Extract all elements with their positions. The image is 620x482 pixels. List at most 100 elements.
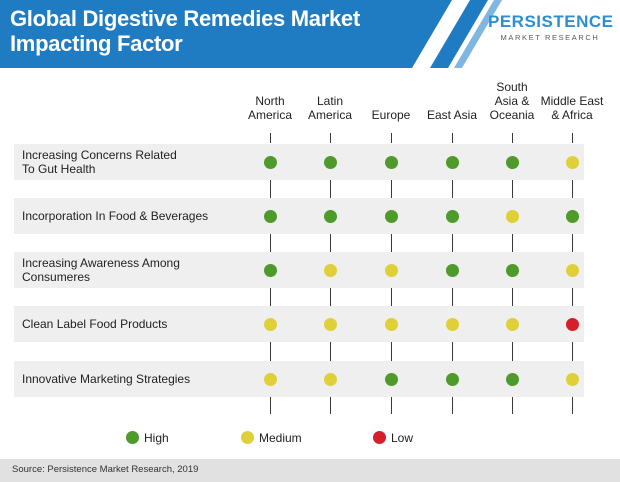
impact-dot-medium [264,373,277,386]
column-connector-line [330,180,331,198]
impact-dot-medium [324,264,337,277]
row-label-line: To Gut Health [22,162,96,176]
column-connector-line [572,180,573,198]
impact-dot-high [324,156,337,169]
column-connector-line [391,342,392,361]
column-connector-line [512,288,513,306]
impact-dot-medium [385,264,398,277]
column-header: South Asia & Oceania [477,80,547,122]
impact-dot-medium [566,156,579,169]
row-label-line: Clean Label Food Products [22,317,168,331]
impact-dot-high [385,156,398,169]
column-header-line: Middle East [540,94,604,108]
impact-dot-medium [324,318,337,331]
column-header-line: America [307,108,352,122]
legend-dot [126,431,139,444]
column-connector-line [572,397,573,414]
legend-label: Medium [259,431,302,445]
header-background [0,0,502,68]
column-connector-line [512,234,513,252]
column-header-line: Asia & [494,94,530,108]
column-header-line: East Asia [426,108,478,122]
source-footer: Source: Persistence Market Research, 201… [0,459,620,482]
header-banner: Global Digestive Remedies Market Impacti… [0,0,620,68]
title-banner-shape [0,0,452,68]
column-connector-line [391,234,392,252]
title-line-2: Impacting Factor [10,31,183,56]
row-band [14,306,584,342]
column-connector-line [512,397,513,414]
column-connector-line [391,180,392,198]
impact-dot-high [506,264,519,277]
chart-title: Global Digestive Remedies Market Impacti… [10,6,450,56]
column-header: Middle East & Africa [537,94,607,122]
impact-dot-low [566,318,579,331]
column-connector-line [391,133,392,143]
column-connector-line [572,288,573,306]
column-connector-line [512,180,513,198]
impact-dot-high [264,264,277,277]
row-label: Increasing Concerns Related To Gut Health [22,148,242,176]
row-label: Clean Label Food Products [22,317,242,331]
title-line-1: Global Digestive Remedies Market [10,6,360,31]
row-label-line: Innovative Marketing Strategies [22,372,191,386]
impact-dot-medium [506,210,519,223]
impact-dot-medium [566,264,579,277]
legend-label: High [144,431,169,445]
impact-dot-high [566,210,579,223]
impact-dot-high [385,373,398,386]
impact-dot-medium [385,318,398,331]
legend-label: Low [391,431,414,445]
impact-dot-high [385,210,398,223]
column-connector-line [270,288,271,306]
brand-logo: PERSISTENCE MARKET RESEARCH [488,12,614,43]
column-connector-line [391,397,392,414]
impact-dot-high [264,156,277,169]
banner-stripe-1 [430,0,488,68]
impact-dot-high [446,264,459,277]
impact-dot-high [446,373,459,386]
impact-dot-medium [506,318,519,331]
column-connector-line [330,234,331,252]
impact-dot-high [506,373,519,386]
column-connector-line [270,234,271,252]
impact-dot-high [324,210,337,223]
column-connector-line [391,288,392,306]
row-band [14,252,584,288]
column-header-line: Oceania [489,108,535,122]
column-connector-line [572,342,573,361]
row-label: Innovative Marketing Strategies [22,372,242,386]
column-connector-line [270,397,271,414]
source-text: Source: Persistence Market Research, 201… [12,464,199,475]
row-band [14,361,584,397]
impact-dot-medium [566,373,579,386]
column-header: North America [235,94,305,122]
legend-dot [241,431,254,444]
column-header-line: Latin [316,94,344,108]
column-connector-line [452,342,453,361]
impact-dot-high [264,210,277,223]
legend-dot [373,431,386,444]
column-connector-line [270,342,271,361]
column-header: Latin America [295,94,365,122]
column-connector-line [330,342,331,361]
impact-dot-medium [264,318,277,331]
impact-dot-medium [324,373,337,386]
column-connector-line [452,234,453,252]
logo-word: PERSISTENCE [488,12,614,31]
impact-dot-medium [446,318,459,331]
logo-subtitle: MARKET RESEARCH [500,33,600,42]
row-band [14,144,584,180]
column-connector-line [330,288,331,306]
row-label: Increasing Awareness Among Consumeres [22,256,242,284]
column-header: East Asia [417,108,487,122]
column-connector-line [270,133,271,143]
column-connector-line [452,397,453,414]
column-connector-line [512,133,513,143]
column-connector-line [452,180,453,198]
column-connector-line [330,397,331,414]
column-connector-line [330,133,331,143]
column-header-line: & Africa [551,108,593,122]
column-header-line: Europe [371,108,411,122]
column-connector-line [572,234,573,252]
